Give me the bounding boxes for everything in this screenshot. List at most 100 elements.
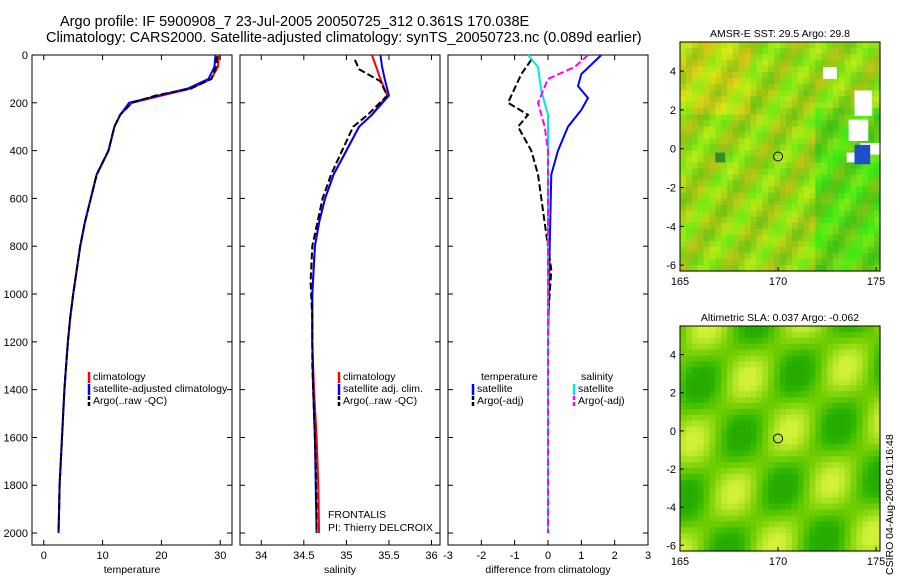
map-cell — [838, 474, 846, 481]
map-cell — [844, 222, 852, 230]
map-cell — [738, 60, 746, 67]
map-cell — [744, 326, 752, 333]
map-cell — [791, 216, 799, 224]
map-cell — [838, 485, 846, 493]
map-cell — [715, 126, 722, 133]
map-cell — [703, 545, 710, 552]
map-cell — [844, 198, 852, 206]
map-cell — [874, 414, 881, 422]
map-cell — [815, 258, 822, 266]
map-cell — [738, 138, 746, 145]
map-cell — [762, 258, 769, 266]
map-cell — [738, 198, 746, 206]
map-cell — [809, 84, 816, 91]
map-cell — [685, 144, 693, 151]
cold-patch — [854, 144, 871, 165]
map-cell — [727, 491, 734, 499]
map-sst-map — [680, 42, 882, 272]
map-cell — [738, 162, 746, 170]
map-cell — [762, 527, 769, 534]
map-cell — [738, 497, 746, 505]
map-cell — [838, 391, 846, 398]
map-cell — [838, 545, 846, 552]
map-cell — [850, 108, 858, 115]
map-cell — [768, 331, 775, 339]
map-cell — [727, 90, 734, 97]
map-cell — [680, 521, 687, 528]
map-cell — [697, 60, 705, 67]
map-cell — [797, 456, 805, 463]
map-cell — [715, 228, 722, 236]
map-cell — [856, 331, 863, 339]
map-cell — [738, 391, 746, 398]
map-cell — [750, 479, 758, 487]
map-cell — [738, 408, 746, 416]
map-cell — [732, 426, 740, 434]
map-cell — [791, 468, 799, 475]
map-cell — [838, 521, 846, 528]
map-cell — [744, 468, 752, 475]
map-cell — [856, 533, 863, 540]
map-cell — [727, 258, 734, 266]
map-cell — [750, 90, 758, 97]
map-cell — [680, 78, 687, 85]
map-cell — [715, 349, 722, 357]
map-cell — [868, 252, 875, 260]
map-cell — [821, 150, 828, 158]
map-cell — [774, 204, 781, 212]
map-cell — [774, 265, 781, 272]
map-cell — [768, 78, 775, 85]
map-cell — [691, 444, 699, 451]
map-cell — [797, 420, 805, 428]
map-cell — [874, 485, 881, 493]
map-cell — [785, 156, 793, 164]
map-cell — [803, 72, 810, 79]
map-cell — [732, 462, 740, 469]
map-cell — [750, 337, 758, 345]
map-cell — [868, 509, 875, 517]
map-cell — [838, 192, 846, 200]
map-cell — [862, 509, 869, 517]
map-cell — [838, 228, 846, 236]
map-cell — [721, 497, 728, 505]
map-cell — [803, 78, 810, 85]
map-cell — [838, 156, 846, 164]
x-tick-label-temperature: 30 — [214, 550, 226, 562]
map-cell — [738, 114, 746, 121]
map-cell — [680, 258, 687, 266]
map-x-tick-label: 170 — [769, 556, 787, 568]
map-cell — [680, 66, 687, 73]
map-cell — [756, 132, 763, 139]
map-cell — [721, 414, 728, 422]
map-cell — [862, 258, 869, 266]
map-cell — [827, 337, 834, 345]
map-cell — [738, 503, 746, 511]
map-cell — [874, 60, 881, 67]
map-cell — [715, 367, 722, 374]
map-cell — [862, 515, 869, 522]
map-cell — [715, 337, 722, 345]
map-cell — [844, 361, 852, 368]
map-cell — [768, 258, 775, 266]
map-cell — [774, 432, 781, 440]
map-cell — [721, 120, 728, 127]
map-cell — [862, 337, 869, 345]
map-cell — [827, 438, 834, 445]
map-x-tick-label: 175 — [867, 276, 885, 288]
map-cell — [762, 385, 769, 392]
map-cell — [697, 222, 705, 230]
map-cell — [838, 78, 846, 85]
map-cell — [744, 462, 752, 469]
map-cell — [862, 503, 869, 511]
map-cell — [697, 379, 705, 386]
map-cell — [803, 426, 810, 434]
map-cell — [721, 391, 728, 398]
map-cell — [874, 343, 881, 351]
map-cell — [803, 54, 810, 61]
map-cell — [832, 367, 840, 374]
map-cell — [768, 246, 775, 254]
map-cell — [750, 258, 758, 266]
map-cell — [750, 72, 758, 79]
map-cell — [738, 367, 746, 374]
map-cell — [803, 521, 810, 528]
